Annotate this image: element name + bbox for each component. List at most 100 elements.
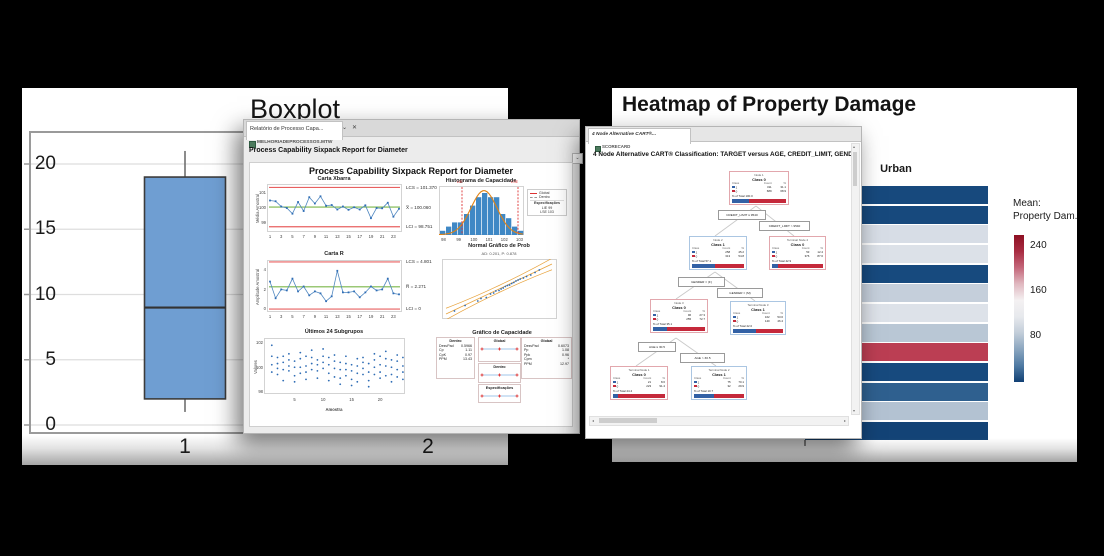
- boxplot-chart: [24, 131, 507, 434]
- xbarra-chart: [267, 184, 402, 232]
- y-tick-label: 102: [256, 340, 263, 346]
- lse-label: LSE: [511, 180, 519, 184]
- tree-node: Terminal Node 4 Class 0 Class Count% 1 53 12.4…: [769, 236, 826, 271]
- center-annotation: X̅ = 100.060: [406, 204, 431, 210]
- histogram-chart: [439, 186, 524, 235]
- cart-window: 4 Node Alternative CART®... SCORECARD 4 …: [585, 126, 862, 439]
- tab-close-icon[interactable]: ✕: [352, 125, 358, 131]
- ucl-annotation: LCS = 101.370: [406, 184, 437, 190]
- tab-chevron-icon[interactable]: ⌄: [342, 125, 348, 131]
- legend-title-line1: Mean:: [1013, 198, 1041, 209]
- interval-plot-global: Global: [478, 337, 521, 362]
- sixpack-tab[interactable]: Relatório de Processo Capa...: [246, 121, 343, 140]
- lcl-annotation: LCI = 98.751: [406, 224, 433, 230]
- category-label: 2: [422, 435, 434, 458]
- carta-r-chart: [267, 260, 402, 312]
- worksheet-name: MELHORIADEPROCESSOS.MTW: [257, 140, 333, 145]
- x-tick-label: 1: [268, 314, 272, 319]
- cart-tab[interactable]: 4 Node Alternative CART®...: [588, 128, 691, 144]
- center-annotation: R̅ = 2.271: [406, 284, 427, 290]
- y-tick-label: 99: [261, 220, 266, 226]
- x-tick-label: 21: [379, 234, 385, 239]
- x-tick-label: 103: [516, 237, 523, 242]
- capability-global-stats: Global DesvPad 0.6073 Pp 1.08 Ppk 0.96 Cpm * PPM 1…: [521, 337, 572, 379]
- worksheet-icon: [249, 141, 256, 148]
- tree-node: Terminal Node 2 Class 1 Class Count% 1 75 70.1…: [691, 366, 747, 401]
- subgroups-xlabel: Amostra: [325, 407, 343, 412]
- scroll-right-icon[interactable]: ▸: [843, 418, 846, 423]
- report-title: Process Capability Sixpack Report for Di…: [308, 166, 514, 176]
- y-tick-label: 2: [263, 286, 266, 292]
- interval-plot-dentro: Dentro: [478, 363, 521, 383]
- x-tick-label: 102: [500, 237, 508, 242]
- panel-shadow: [612, 438, 1077, 462]
- y-tick-label: 0: [263, 306, 266, 312]
- cart-tab-bar: 4 Node Alternative CART®...: [586, 127, 861, 144]
- vertical-scrollbar[interactable]: ▴ ▾: [851, 143, 860, 415]
- x-tick-label: 5: [291, 314, 294, 319]
- capability-dentro-stats: Dentro DesvPad 0.5966 Cp 1.11 CpK 0.97 PPM 13.43: [436, 337, 475, 379]
- x-tick-label: 13: [334, 314, 340, 319]
- normal-prob-title: Normal Gráfico de Prob: [468, 243, 530, 249]
- x-tick-label: 17: [357, 314, 363, 319]
- x-tick-label: 19: [368, 234, 374, 239]
- x-tick-label: 99: [456, 237, 462, 242]
- sixpack-heading: Process Capability Sixpack Report for Di…: [249, 147, 408, 154]
- report-collapse-button[interactable]: ⌄: [572, 153, 583, 164]
- carta-r-title: Carta R: [324, 251, 344, 257]
- horizontal-scroll-thumb[interactable]: [599, 418, 657, 423]
- x-tick-label: 19: [368, 314, 374, 319]
- worksheet-icon: [595, 146, 601, 152]
- split-rule-label: AGE ≤ 30.5: [638, 342, 676, 352]
- cart-heading: 4 Node Alternative CART® Classification:…: [593, 151, 853, 158]
- x-tick-label: 17: [357, 234, 363, 239]
- legend-tick-label: 160: [1030, 285, 1047, 296]
- scroll-left-icon[interactable]: ◂: [592, 418, 595, 423]
- split-rule-label: CREDIT_LIMIT ≤ 9540: [718, 210, 766, 220]
- sixpack-window: Relatório de Processo Capa... ⌄ ✕ MELHOR…: [243, 119, 583, 434]
- scroll-down-icon[interactable]: ▾: [853, 408, 856, 413]
- tree-node: Node 1 Class 0 Class Count% 1 311 31.1 0 689 68.9…: [729, 171, 789, 206]
- x-tick-label: 21: [379, 314, 385, 319]
- horizontal-scrollbar[interactable]: ◂ ▸: [589, 416, 849, 426]
- x-tick-label: 23: [391, 314, 396, 319]
- legend-tick-label: 240: [1030, 240, 1047, 251]
- x-tick-label: 3: [280, 314, 283, 319]
- y-tick-label: 10: [34, 283, 56, 305]
- legend-gradient-bar: [1014, 235, 1024, 382]
- lie-label: LIE: [457, 180, 463, 184]
- x-tick-label: 11: [323, 234, 329, 239]
- lcl-annotation: LCI = 0: [406, 306, 421, 312]
- tree-node: Node 3 Class 0 Class Count% 1 96 27.3 0 255 72.7%…: [650, 299, 708, 334]
- capacidade-title: Gráfico de Capacidade: [472, 330, 532, 336]
- tree-node: Terminal Node 1 Class 0 Class Count% 1 21 8.6 0…: [610, 366, 668, 401]
- normal-prob-chart: [442, 259, 557, 319]
- cart-worksheet-name: SCORECARD: [602, 144, 631, 149]
- x-tick-label: 9: [313, 314, 317, 319]
- legend-title-line2: Property Dam...: [1013, 211, 1077, 222]
- split-rule-label: CREDIT_LIMIT > 9540: [759, 221, 810, 231]
- tree-node: Node 2 Class 1 Class Count% 1 258 45.2 0 313 54.8…: [689, 236, 747, 271]
- x-tick-label: 7: [302, 234, 305, 239]
- x-tick-label: 10: [320, 397, 326, 402]
- xbarra-title: Carta Xbarra: [317, 176, 351, 182]
- x-tick-label: 23: [391, 234, 396, 239]
- x-tick-label: 3: [280, 234, 283, 239]
- y-tick-label: 5: [45, 348, 56, 370]
- histogram-title: Histograma de Capacidade: [445, 178, 517, 184]
- heatmap-axis-tick: [804, 440, 806, 446]
- x-tick-label: 20: [377, 397, 383, 402]
- x-tick-label: 5: [293, 397, 296, 402]
- normal-prob-subtitle: AD: 0.201, P: 0.878: [481, 251, 517, 256]
- split-rule-label: AGE > 30.5: [680, 353, 725, 363]
- x-tick-label: 5: [291, 234, 294, 239]
- scroll-up-icon[interactable]: ▴: [853, 144, 856, 149]
- sixpack-report-card: Process Capability Sixpack Report for Di…: [249, 162, 573, 427]
- vertical-scroll-thumb[interactable]: [853, 152, 857, 186]
- x-tick-label: 100: [470, 237, 478, 242]
- x-tick-label: 1: [268, 234, 272, 239]
- ucl-annotation: LCS = 4.801: [406, 259, 432, 265]
- y-tick-label: 0: [45, 414, 56, 435]
- split-rule-label: GENDER = (M): [717, 288, 763, 298]
